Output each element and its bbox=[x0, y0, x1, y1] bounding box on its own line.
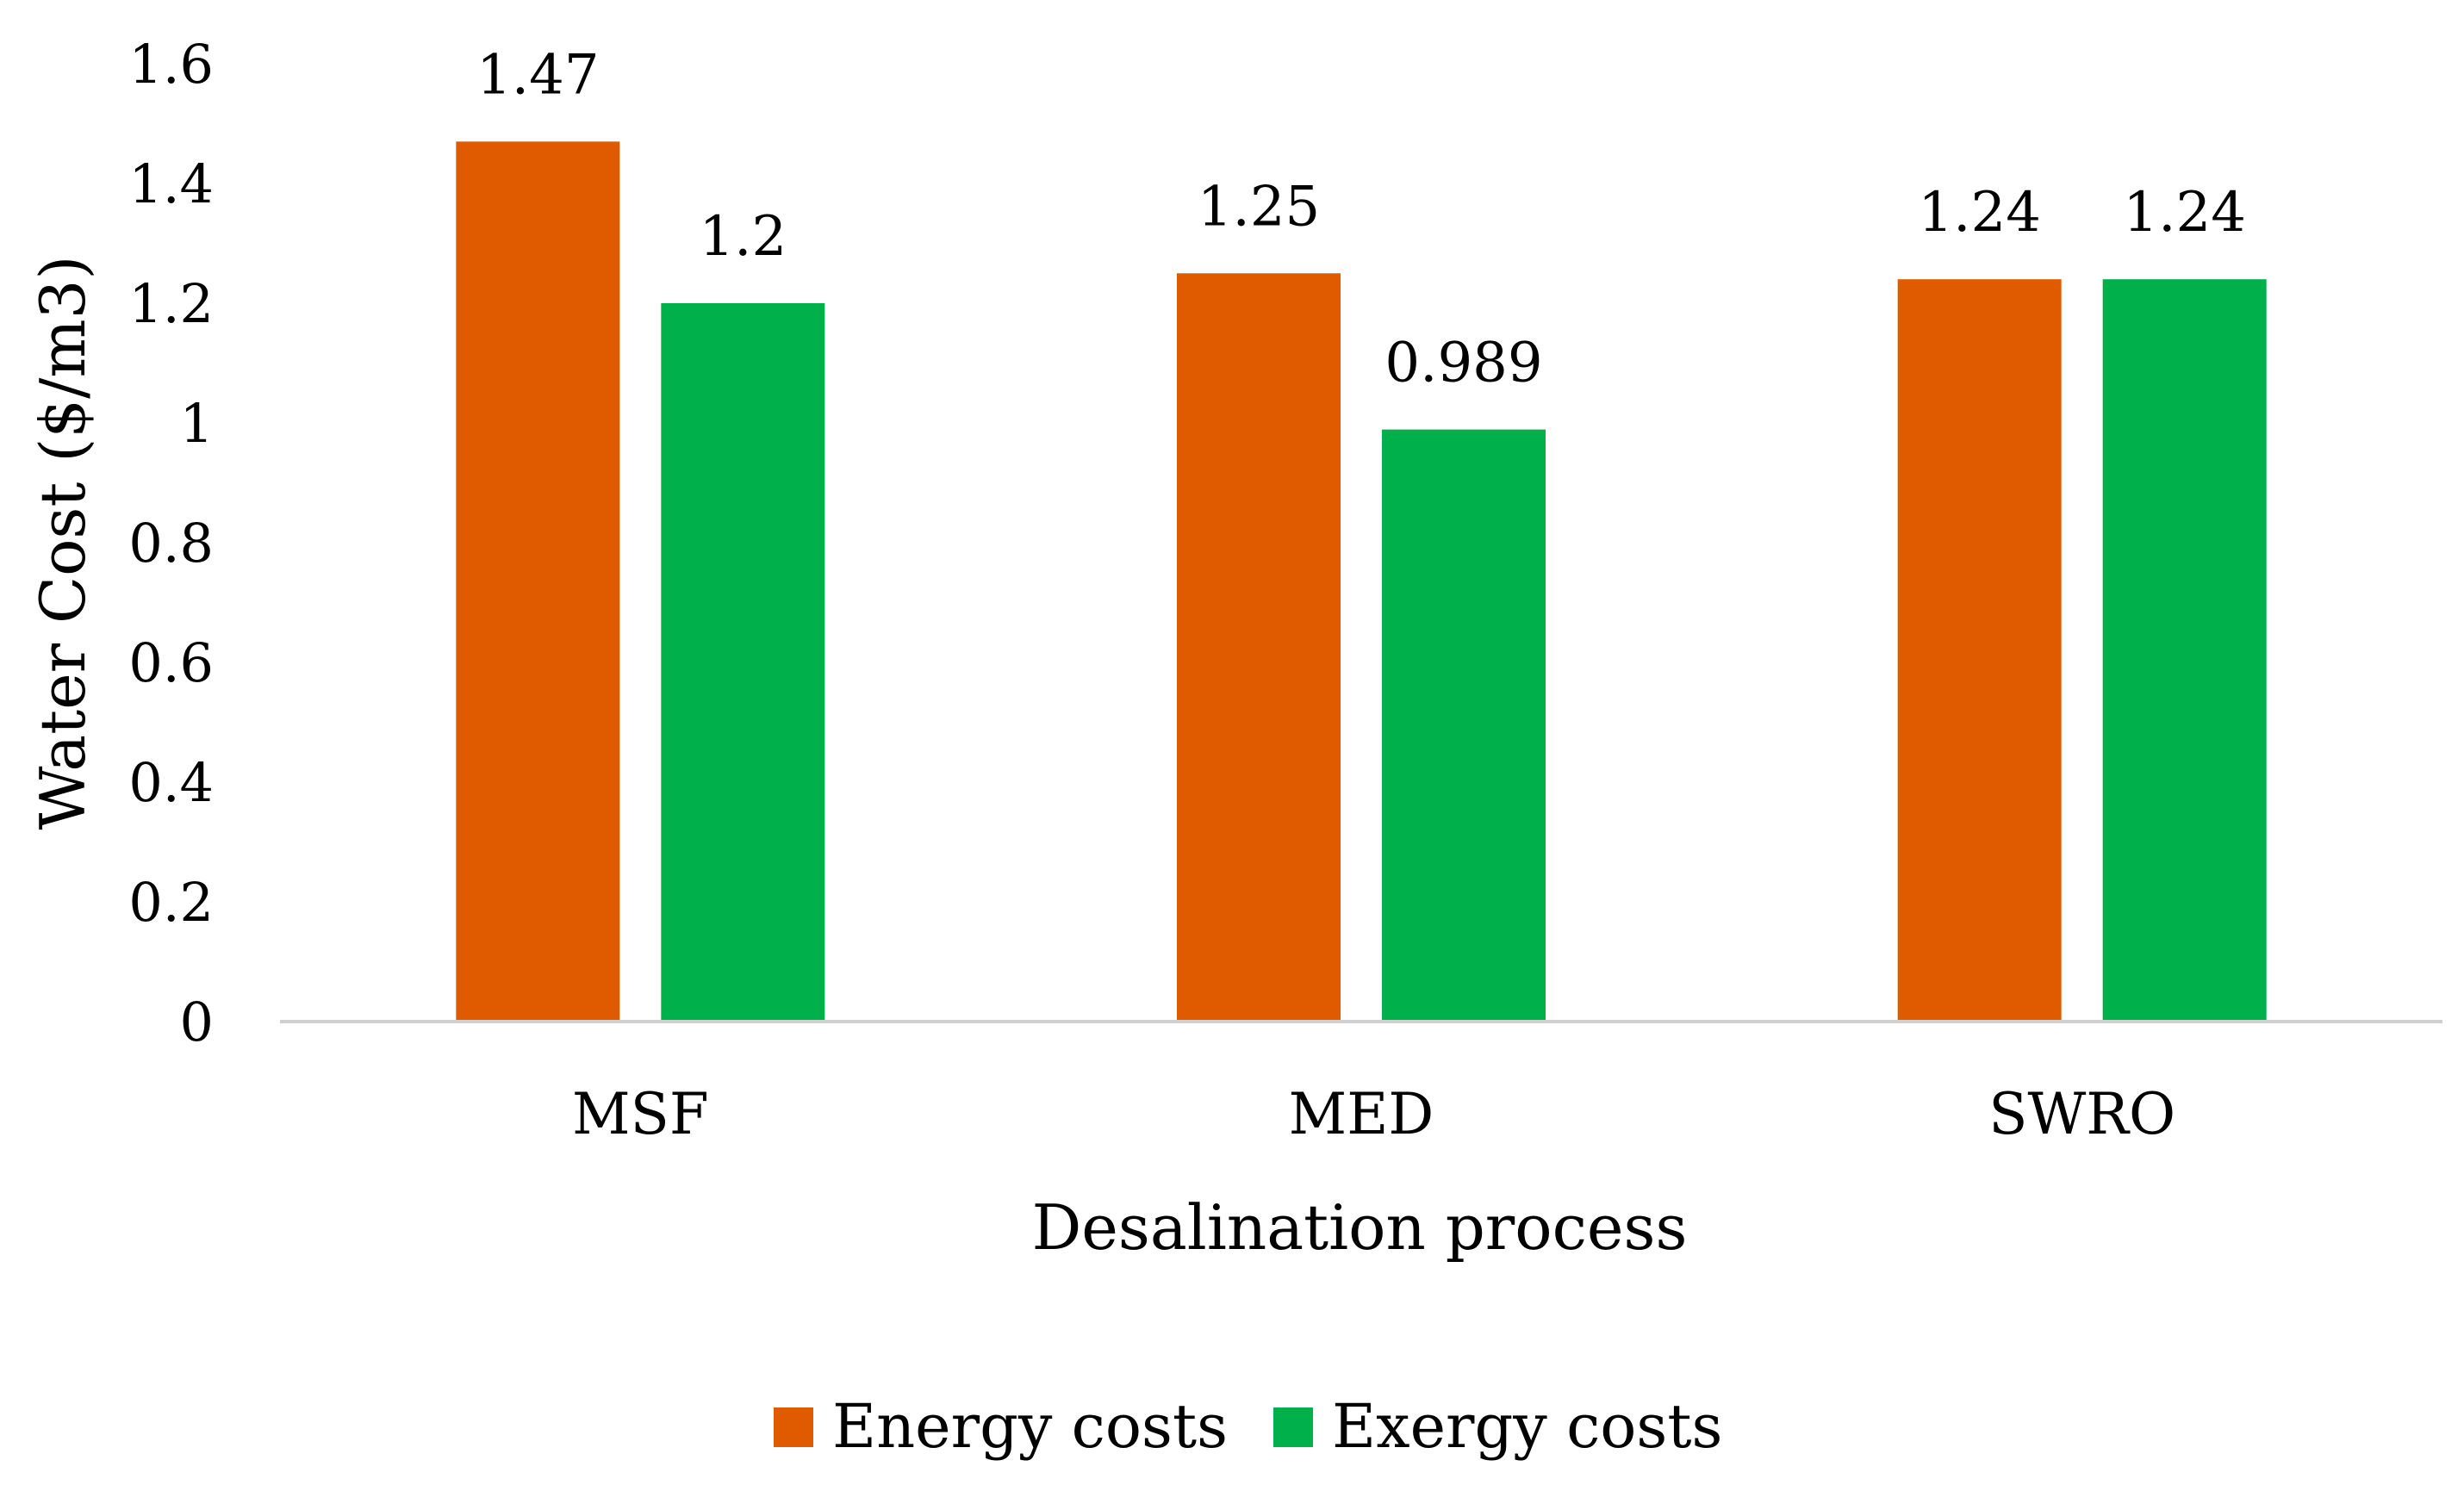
y-tick-label: 1.4 bbox=[128, 152, 214, 215]
legend-swatch-exergy bbox=[1273, 1407, 1313, 1447]
y-tick-label: 1 bbox=[180, 392, 214, 455]
x-axis-category-labels: MSF MED SWRO bbox=[572, 1081, 2175, 1147]
data-label-med-exergy: 0.989 bbox=[1384, 332, 1542, 395]
bars bbox=[456, 141, 2267, 1022]
bar-med-energy bbox=[1177, 273, 1341, 1022]
x-category-label-med: MED bbox=[1289, 1081, 1434, 1147]
legend-label-energy: Energy costs bbox=[832, 1391, 1228, 1462]
bar-med-exergy bbox=[1382, 429, 1546, 1022]
data-label-msf-exergy: 1.2 bbox=[699, 205, 787, 269]
bar-swro-exergy bbox=[2102, 279, 2267, 1022]
y-tick-label: 0.4 bbox=[128, 751, 214, 814]
data-labels: 1.47 1.2 1.25 0.989 1.24 1.24 bbox=[476, 43, 2246, 395]
y-axis-title: Water Cost ($/m3) bbox=[27, 255, 99, 829]
y-tick-label: 0 bbox=[180, 991, 214, 1053]
y-tick-label: 1.6 bbox=[128, 33, 214, 96]
legend-label-exergy: Exergy costs bbox=[1332, 1391, 1722, 1462]
bar-msf-energy bbox=[456, 141, 620, 1022]
y-tick-label: 0.8 bbox=[128, 512, 214, 575]
data-label-msf-energy: 1.47 bbox=[476, 43, 600, 107]
y-tick-label: 1.2 bbox=[128, 272, 214, 335]
bar-msf-exergy bbox=[661, 303, 825, 1022]
legend-swatch-energy bbox=[774, 1407, 813, 1447]
y-tick-label: 0.6 bbox=[128, 631, 214, 694]
data-label-swro-exergy: 1.24 bbox=[2123, 181, 2246, 245]
data-label-swro-energy: 1.24 bbox=[1918, 181, 2041, 245]
x-category-label-msf: MSF bbox=[572, 1081, 709, 1147]
bar-swro-energy bbox=[1897, 279, 2062, 1022]
data-label-med-energy: 1.25 bbox=[1198, 175, 1321, 239]
y-axis-ticks: 0 0.2 0.4 0.6 0.8 1 1.2 1.4 1.6 bbox=[128, 33, 214, 1053]
y-tick-label: 0.2 bbox=[128, 871, 214, 934]
x-category-label-swro: SWRO bbox=[1988, 1081, 2175, 1147]
x-axis-title: Desalination process bbox=[1032, 1191, 1688, 1264]
legend: Energy costs Exergy costs bbox=[774, 1391, 1722, 1462]
